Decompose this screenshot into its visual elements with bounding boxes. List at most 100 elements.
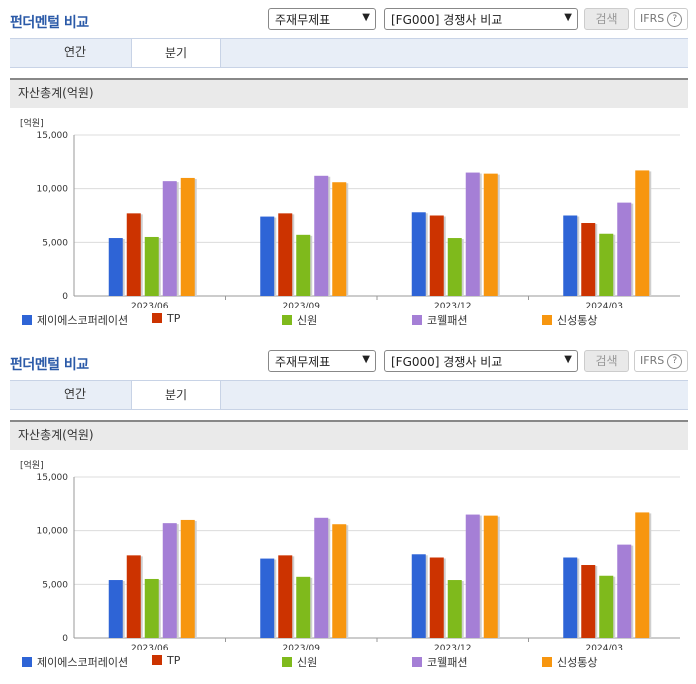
report-type-select[interactable]: 주재무제표 ▼ xyxy=(268,8,376,30)
legend-item[interactable]: 신성통상 xyxy=(542,312,597,328)
tab-divider xyxy=(10,409,688,410)
x-tick-label: 2023/12 xyxy=(434,644,471,650)
x-tick-label: 2024/03 xyxy=(586,644,623,650)
bar xyxy=(599,233,614,296)
section-title: 자산총계(억원) xyxy=(10,420,688,450)
legend-item[interactable]: 코웰패션 xyxy=(412,654,467,670)
bar xyxy=(581,223,596,296)
bar xyxy=(332,524,347,638)
legend-label: 제이에스코퍼레이션 xyxy=(37,656,129,669)
asset-total-bar-chart: [억원] 0 5,000 10,000 15,000 2023/06 2023/09 2023… xyxy=(20,459,680,650)
bar xyxy=(617,202,632,296)
bar xyxy=(180,177,195,296)
bar xyxy=(429,215,444,296)
y-tick-label: 10,000 xyxy=(37,185,69,195)
group-value: [FG000] 경쟁사 비교 xyxy=(391,355,503,369)
legend-label: 신성통상 xyxy=(557,656,598,669)
search-button[interactable]: 검색 xyxy=(584,8,629,30)
period-tabs: 연간 분기 xyxy=(10,38,688,68)
ifrs-label: IFRS xyxy=(640,12,665,25)
bar xyxy=(144,236,159,296)
legend-swatch xyxy=(152,313,162,323)
legend-item[interactable]: 신원 xyxy=(282,312,317,328)
legend-swatch xyxy=(412,315,422,325)
bar xyxy=(411,212,426,296)
legend-swatch xyxy=(282,315,292,325)
bar xyxy=(635,170,650,296)
y-tick-label: 5,000 xyxy=(42,238,68,248)
tab-divider xyxy=(10,67,688,68)
bar xyxy=(429,557,444,638)
x-tick-label: 2023/06 xyxy=(131,644,169,650)
bar xyxy=(126,555,141,638)
bar xyxy=(314,517,329,638)
y-tick-label: 5,000 xyxy=(42,580,68,590)
bar xyxy=(332,182,347,296)
chevron-down-icon: ▼ xyxy=(362,354,370,365)
legend-item[interactable]: TP xyxy=(152,654,180,667)
help-icon: ? xyxy=(667,353,683,369)
y-tick-label: 0 xyxy=(62,634,68,644)
legend-label: TP xyxy=(167,312,181,325)
x-tick-label: 2024/03 xyxy=(586,302,623,308)
bar xyxy=(447,238,462,296)
legend-label: TP xyxy=(167,654,181,667)
bar xyxy=(635,512,650,638)
legend-item[interactable]: TP xyxy=(152,312,180,325)
legend-item[interactable]: 신성통상 xyxy=(542,654,597,670)
legend-swatch xyxy=(412,657,422,667)
bar xyxy=(447,580,462,638)
legend-swatch xyxy=(282,657,292,667)
y-unit-label: [억원] xyxy=(20,459,44,471)
bar xyxy=(278,213,293,296)
report-type-select[interactable]: 주재무제표 ▼ xyxy=(268,350,376,372)
legend-label: 신원 xyxy=(297,314,318,327)
legend-item[interactable]: 코웰패션 xyxy=(412,312,467,328)
ifrs-help-button[interactable]: IFRS? xyxy=(634,350,688,372)
legend-swatch xyxy=(542,657,552,667)
bar xyxy=(108,580,123,638)
chevron-down-icon: ▼ xyxy=(564,12,572,23)
legend-label: 신원 xyxy=(297,656,318,669)
search-button[interactable]: 검색 xyxy=(584,350,629,372)
y-tick-label: 15,000 xyxy=(37,473,69,483)
tab-quarterly[interactable]: 분기 xyxy=(131,38,221,68)
bar xyxy=(617,544,632,638)
ifrs-label: IFRS xyxy=(640,354,665,367)
bar xyxy=(563,215,578,296)
chevron-down-icon: ▼ xyxy=(564,354,572,365)
group-value: [FG000] 경쟁사 비교 xyxy=(391,13,503,27)
bar xyxy=(144,578,159,638)
bar xyxy=(411,554,426,638)
x-tick-label: 2023/09 xyxy=(283,302,321,308)
y-tick-label: 15,000 xyxy=(37,131,69,141)
legend-label: 신성통상 xyxy=(557,314,598,327)
legend-swatch xyxy=(152,655,162,665)
legend-swatch xyxy=(22,657,32,667)
fundamental-comparison-panel: 펀더멘털 비교 주재무제표 ▼ [FG000] 경쟁사 비교 ▼ 검색 IFRS… xyxy=(0,342,696,684)
legend-item[interactable]: 제이에스코퍼레이션 xyxy=(22,312,128,328)
report-type-value: 주재무제표 xyxy=(275,13,331,27)
bar xyxy=(260,216,275,296)
legend-item[interactable]: 신원 xyxy=(282,654,317,670)
bar xyxy=(296,234,311,296)
tab-quarterly[interactable]: 분기 xyxy=(131,380,221,410)
fundamental-comparison-panel: 펀더멘털 비교 주재무제표 ▼ [FG000] 경쟁사 비교 ▼ 검색 IFRS… xyxy=(10,8,688,328)
ifrs-help-button[interactable]: IFRS? xyxy=(634,8,688,30)
x-tick-label: 2023/06 xyxy=(131,302,169,308)
bar xyxy=(483,173,498,296)
tab-annual[interactable]: 연간 xyxy=(63,387,87,401)
bar xyxy=(465,172,480,296)
asset-total-bar-chart: [억원] 0 5,000 10,000 15,000 2023/06 2023/09 2023… xyxy=(20,117,680,308)
bar xyxy=(483,515,498,638)
legend-item[interactable]: 제이에스코퍼레이션 xyxy=(22,654,128,670)
group-select[interactable]: [FG000] 경쟁사 비교 ▼ xyxy=(384,8,578,30)
period-tabs: 연간 분기 xyxy=(10,380,688,410)
bar xyxy=(260,558,275,638)
bar xyxy=(108,238,123,296)
bar xyxy=(162,181,177,296)
bar xyxy=(296,576,311,638)
y-unit-label: [억원] xyxy=(20,117,44,129)
tab-annual[interactable]: 연간 xyxy=(63,45,87,59)
group-select[interactable]: [FG000] 경쟁사 비교 ▼ xyxy=(384,350,578,372)
